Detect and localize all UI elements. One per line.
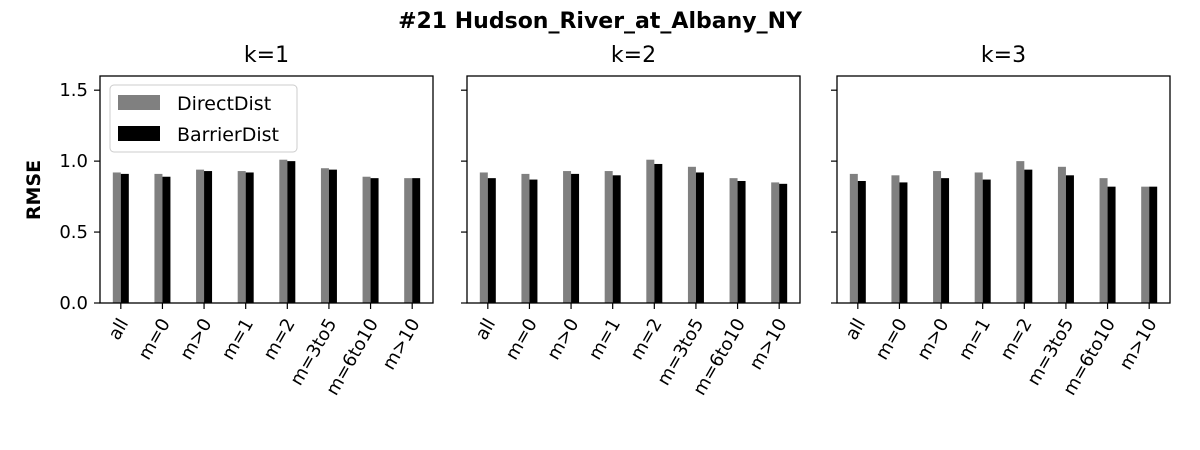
bar-barrierdist-8 <box>412 178 421 303</box>
bar-directdist-8 <box>1141 186 1150 303</box>
x-tick-label: all <box>104 315 133 344</box>
bar-directdist-4 <box>604 171 613 303</box>
bar-barrierdist-5 <box>654 163 663 303</box>
bar-barrierdist-6 <box>695 172 704 303</box>
bar-directdist-8 <box>771 182 780 303</box>
x-tick-label: all <box>471 315 500 344</box>
bar-barrierdist-5 <box>1024 169 1033 303</box>
y-tick-label: 1.5 <box>59 80 88 101</box>
x-tick-label: m=0 <box>135 315 175 364</box>
x-tick-label: m=1 <box>218 315 258 364</box>
panel-title: k=2 <box>611 43 656 68</box>
x-tick-label: m>10 <box>746 315 792 374</box>
y-tick-label: 0.0 <box>59 293 88 314</box>
x-tick-label: m>0 <box>913 315 953 364</box>
bar-directdist-5 <box>1016 161 1025 303</box>
axes-frame <box>466 75 801 304</box>
x-tick-label: m>10 <box>379 315 425 374</box>
bar-directdist-3 <box>933 171 942 303</box>
bar-barrierdist-1 <box>857 180 866 303</box>
bar-barrierdist-4 <box>982 179 991 303</box>
bar-directdist-1 <box>112 172 121 303</box>
bar-directdist-5 <box>279 159 288 303</box>
y-tick-label: 0.5 <box>59 222 88 243</box>
bar-barrierdist-7 <box>737 180 746 303</box>
bar-directdist-8 <box>404 178 413 303</box>
bar-directdist-6 <box>320 168 329 303</box>
bar-directdist-4 <box>237 171 246 303</box>
bar-directdist-2 <box>521 173 530 303</box>
bar-barrierdist-1 <box>487 178 496 303</box>
x-tick-label: m>0 <box>176 315 216 364</box>
bar-directdist-5 <box>646 159 655 303</box>
axes-frame <box>836 75 1171 304</box>
bar-barrierdist-4 <box>245 172 254 303</box>
y-tick-label: 1.0 <box>59 151 88 172</box>
legend-swatch-directdist <box>118 95 160 110</box>
bar-barrierdist-5 <box>287 161 296 303</box>
bar-barrierdist-8 <box>1149 186 1158 303</box>
x-tick-label: m=0 <box>872 315 912 364</box>
bar-barrierdist-2 <box>899 182 908 303</box>
bar-directdist-1 <box>479 172 488 303</box>
y-axis-label: RMSE <box>23 160 45 220</box>
legend-label-barrierdist: BarrierDist <box>177 124 279 146</box>
bar-directdist-2 <box>154 173 163 303</box>
x-tick-label: m=2 <box>626 315 666 364</box>
x-tick-label: m=0 <box>502 315 542 364</box>
bar-barrierdist-3 <box>204 171 213 303</box>
bar-barrierdist-3 <box>941 178 950 303</box>
bar-directdist-2 <box>891 175 900 303</box>
legend: DirectDist BarrierDist <box>109 84 298 153</box>
x-tick-label: m=2 <box>259 315 299 364</box>
bar-barrierdist-7 <box>1107 186 1116 303</box>
bar-directdist-6 <box>687 166 696 303</box>
bar-directdist-6 <box>1057 166 1066 303</box>
panel-title: k=3 <box>981 43 1026 68</box>
x-tick-label: m>10 <box>1116 315 1162 374</box>
bar-directdist-4 <box>974 172 983 303</box>
bar-barrierdist-2 <box>529 179 538 303</box>
x-tick-label: m=2 <box>996 315 1036 364</box>
legend-swatch-barrierdist <box>118 126 160 141</box>
x-tick-label: m=1 <box>955 315 995 364</box>
bar-barrierdist-1 <box>120 173 129 303</box>
panel-title: k=1 <box>244 43 289 68</box>
x-tick-label: m>0 <box>543 315 583 364</box>
bar-barrierdist-7 <box>370 178 379 303</box>
x-tick-label: all <box>841 315 870 344</box>
bar-directdist-1 <box>849 173 858 303</box>
legend-label-directdist: DirectDist <box>177 93 271 115</box>
bar-directdist-7 <box>362 176 371 303</box>
bar-barrierdist-3 <box>571 173 580 303</box>
bar-directdist-7 <box>729 178 738 303</box>
x-tick-label: m=1 <box>585 315 625 364</box>
bar-barrierdist-4 <box>612 175 621 303</box>
bar-directdist-3 <box>196 169 205 303</box>
figure-title: #21 Hudson_River_at_Albany_NY <box>398 9 803 34</box>
bar-barrierdist-6 <box>328 169 337 303</box>
bar-barrierdist-2 <box>162 176 171 303</box>
bar-directdist-7 <box>1099 178 1108 303</box>
bar-directdist-3 <box>563 171 572 303</box>
bar-barrierdist-6 <box>1065 175 1074 303</box>
axes-frame <box>99 75 434 304</box>
bar-barrierdist-8 <box>779 183 788 303</box>
